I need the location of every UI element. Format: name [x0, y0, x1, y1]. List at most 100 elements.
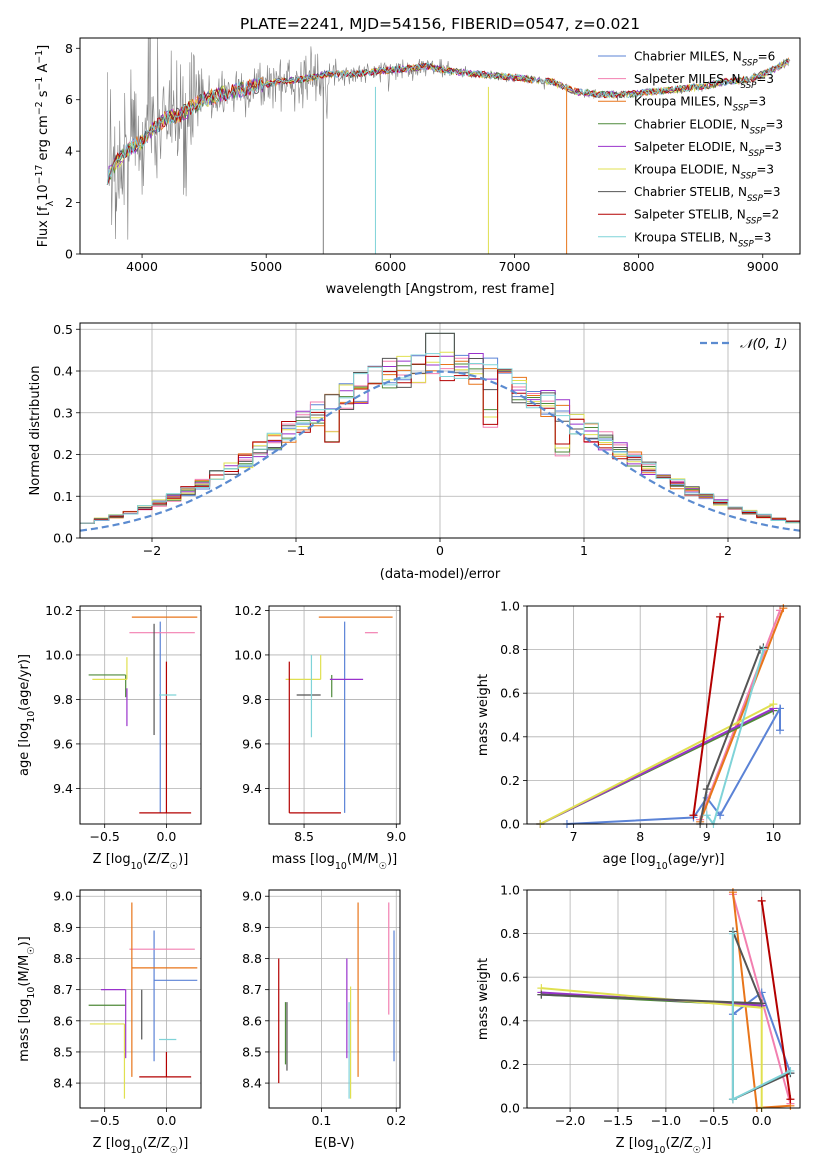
residuals-y-tick-label: 0.5 [53, 322, 73, 337]
weight-line-kroupa-elodie [539, 703, 774, 825]
weight-vs-age-panel: 7 8 9 10 0.0 0.2 0.4 0.6 0.8 1.0 age [log10(age/yr… [476, 599, 801, 872]
mass-vs-ebv-x-tick-label: 0.1 [311, 1113, 331, 1128]
weight-vs-z-y-tick-label: 0.0 [500, 1101, 520, 1116]
residuals-x-tick-label: 2 [724, 543, 732, 558]
legend-label-kroupa-miles: Kroupa MILES, NSSP=3 [634, 95, 766, 114]
weight-vs-z-y-label: mass weight [476, 958, 491, 1040]
residuals-y-tick-label: 0.2 [53, 447, 73, 462]
residuals-x-tick-label: 1 [580, 543, 588, 558]
age-vs-z-x-label: Z [log10(Z/Z☉)] [93, 852, 189, 872]
weight-vs-z-y-tick-label: 1.0 [500, 883, 520, 898]
weight-marker-chabrier-stelib [757, 999, 766, 1008]
age-vs-z-y-tick-label: 9.4 [53, 781, 73, 796]
weight-vs-z-y-tick-label: 0.8 [500, 926, 520, 941]
weight-vs-age-frame [526, 605, 801, 825]
mass-vs-z-x-label: Z [log10(Z/Z☉)] [93, 1136, 189, 1156]
age-vs-mass-x-tick-label: 8.5 [294, 829, 314, 844]
mass-vs-z-x-tick-label: 0.0 [156, 1113, 176, 1128]
errorbar-point-salpeter-stelib [288, 661, 341, 814]
legend-label-chabrier-elodie: Chabrier ELODIE, NSSP=3 [634, 117, 783, 136]
mass-vs-ebv-y-tick-label: 8.5 [242, 1044, 262, 1059]
weight-line-salpeter-stelib [692, 616, 722, 816]
weight-vs-age-x-tick-label: 8 [636, 829, 644, 844]
weight-vs-age-y-tick-label: 0.8 [500, 642, 520, 657]
weight-line-salpeter-miles [699, 610, 781, 820]
age-vs-mass-panel: 8.5 9.0 9.4 9.6 9.8 10.0 10.2 mass [log10(M/M☉)… [234, 603, 406, 872]
mass-vs-ebv-y-tick-label: 8.6 [242, 1013, 262, 1028]
mass-vs-ebv-y-tick-label: 8.9 [242, 920, 262, 935]
weight-vs-metallicity-panel: −2.0 −1.5 −1.0 −0.5 0.0 0.0 0.2 0.4 0.6 0.8 1.0 Z [… [476, 883, 801, 1156]
spectrum-x-tick-label: 4000 [126, 259, 158, 274]
weight-marker-salpeter-stelib [716, 612, 725, 621]
legend-label-normal: 𝒩(0, 1) [740, 337, 787, 352]
residuals-y-tick-label: 0.1 [53, 489, 73, 504]
residuals-x-label: (data-model)/error [380, 567, 501, 582]
figure-title: PLATE=2241, MJD=54156, FIBERID=0547, z=0… [240, 15, 640, 33]
legend-label-kroupa-stelib: Kroupa STELIB, NSSP=3 [634, 230, 771, 249]
weight-vs-age-y-tick-label: 0.0 [500, 817, 520, 832]
weight-line-chabrier-stelib [699, 646, 764, 825]
weight-vs-z-x-tick-label: −2.0 [555, 1113, 585, 1128]
spectrum-x-tick-label: 9000 [747, 259, 779, 274]
mass-vs-z-frame [79, 889, 202, 1109]
errorbar-point-kroupa-elodie [285, 654, 322, 681]
age-vs-z-y-tick-label: 10.0 [45, 647, 73, 662]
mass-vs-ebv-panel: 0.1 0.2 8.4 8.5 8.6 8.7 8.8 8.9 9.0 E(B-V) [242, 889, 406, 1151]
residuals-x-tick-label: 0 [436, 543, 444, 558]
legend-label-salpeter-elodie: Salpeter ELODIE, NSSP=3 [634, 140, 782, 159]
age-vs-mass-y-tick-label: 9.6 [242, 736, 262, 751]
weight-marker-chabrier-miles [716, 811, 725, 820]
errorbar-point-salpeter-stelib [139, 1051, 192, 1078]
mass-vs-ebv-plot-area [278, 902, 395, 1099]
weight-vs-age-x-label: age [log10(age/yr)] [603, 852, 725, 872]
mass-vs-ebv-y-tick-label: 9.0 [242, 889, 262, 904]
weight-marker-kroupa-miles [728, 888, 737, 897]
age-vs-mass-x-tick-label: 9.0 [386, 829, 406, 844]
residuals-y-tick-label: 0.3 [53, 405, 73, 420]
legend-label-chabrier-miles: Chabrier MILES, NSSP=6 [634, 50, 775, 69]
weight-marker-salpeter-stelib [786, 1095, 795, 1104]
age-vs-z-y-tick-label: 9.6 [53, 736, 73, 751]
errorbar-point-salpeter-stelib [139, 661, 192, 814]
age-vs-mass-x-label: mass [log10(M/M☉)] [272, 852, 398, 872]
age-vs-mass-frame [268, 605, 401, 825]
weight-vs-z-x-tick-label: 0.0 [752, 1113, 772, 1128]
spectrum-y-tick-label: 2 [65, 195, 73, 210]
weight-marker-kroupa-stelib [786, 1066, 795, 1075]
residuals-y-tick-label: 0.4 [53, 364, 73, 379]
residuals-plot-area [80, 332, 800, 538]
errorbar-point-kroupa-miles [131, 902, 198, 1077]
mass-vs-z-x-tick-label: −0.5 [90, 1113, 120, 1128]
errorbar-point-salpeter-elodie [100, 989, 127, 1059]
mass-vs-ebv-x-tick-label: 0.2 [386, 1113, 406, 1128]
weight-vs-age-x-tick-label: 7 [570, 829, 578, 844]
age-vs-metallicity-panel: −0.5 0.0 9.4 9.6 9.8 10.0 10.2 Z [log10(Z/Z☉)] a… [17, 603, 202, 872]
weight-vs-age-y-label: mass weight [476, 674, 491, 756]
weight-vs-z-x-tick-label: −1.5 [603, 1113, 633, 1128]
weight-vs-age-x-tick-label: 9 [703, 829, 711, 844]
age-vs-mass-y-tick-label: 10.0 [234, 647, 262, 662]
age-vs-z-frame [79, 605, 202, 825]
spectrum-y-tick-label: 4 [65, 144, 73, 159]
age-vs-z-y-tick-label: 10.2 [45, 603, 73, 618]
weight-line-salpeter-miles [731, 894, 792, 1104]
mass-vs-z-y-tick-label: 8.9 [53, 920, 73, 935]
spectrum-y-tick-label: 6 [65, 92, 73, 107]
weight-vs-z-y-tick-label: 0.6 [500, 970, 520, 985]
age-vs-mass-plot-area [285, 616, 393, 814]
weight-marker-kroupa-stelib [728, 1095, 737, 1104]
weight-marker-salpeter-stelib [757, 896, 766, 905]
age-vs-z-x-tick-label: 0.0 [156, 829, 176, 844]
mass-vs-z-plot-area [88, 902, 198, 1099]
mass-vs-z-y-label: mass [log10(M/M☉)] [17, 936, 37, 1062]
weight-vs-z-y-tick-label: 0.2 [500, 1057, 520, 1072]
mass-vs-ebv-y-tick-label: 8.7 [242, 982, 262, 997]
mass-vs-z-y-tick-label: 9.0 [53, 889, 73, 904]
mass-vs-z-grid [80, 890, 201, 1108]
mass-vs-ebv-frame [268, 889, 401, 1109]
legend-label-kroupa-elodie: Kroupa ELODIE, NSSP=3 [634, 163, 774, 182]
weight-vs-age-y-tick-label: 0.4 [500, 729, 520, 744]
residuals-panel: −2 −1 0 1 2 0.0 0.1 0.2 0.3 0.4 0.5 (data-model)/er… [28, 322, 801, 582]
age-vs-z-y-tick-label: 9.8 [53, 692, 73, 707]
spectrum-frame [79, 37, 801, 255]
